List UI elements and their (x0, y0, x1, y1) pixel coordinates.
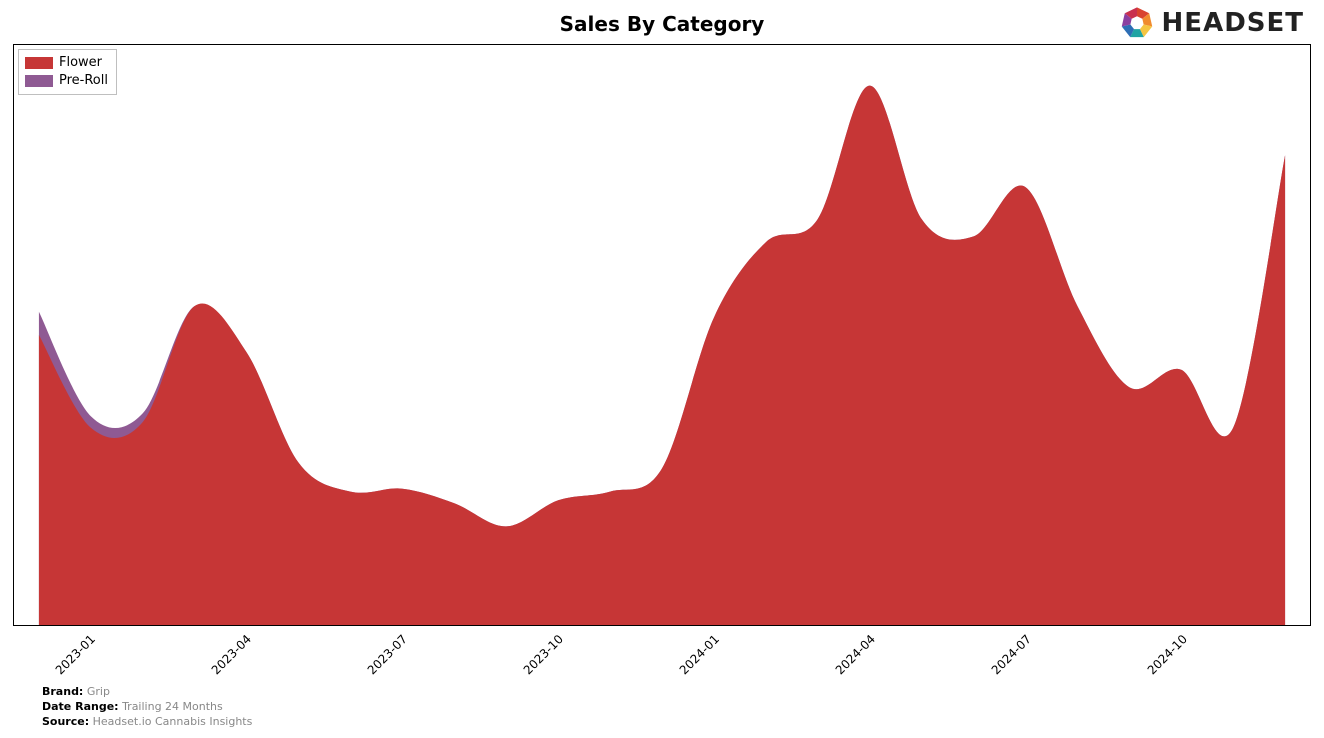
legend-item-pre-roll: Pre-Roll (25, 72, 108, 90)
headset-logo-mark (1120, 6, 1154, 40)
footer-brand: Brand: Grip (42, 684, 252, 699)
x-tick-label: 2024-10 (1145, 632, 1190, 677)
x-tick-label: 2024-01 (677, 632, 722, 677)
x-tick-label: 2024-07 (989, 632, 1034, 677)
x-tick-label: 2023-04 (209, 632, 254, 677)
x-tick-label: 2023-07 (365, 632, 410, 677)
legend-label: Pre-Roll (59, 72, 108, 90)
headset-logo-text: HEADSET (1162, 8, 1304, 38)
footer-source: Source: Headset.io Cannabis Insights (42, 714, 252, 729)
legend-label: Flower (59, 54, 102, 72)
x-tick-label: 2023-01 (53, 632, 98, 677)
area-chart-svg (14, 45, 1310, 625)
headset-logo: HEADSET (1120, 6, 1304, 40)
chart-container: Sales By Category HEADSET FlowerPre-Roll… (0, 0, 1324, 738)
footer-date-range: Date Range: Trailing 24 Months (42, 699, 252, 714)
plot-frame: FlowerPre-Roll (13, 44, 1311, 626)
legend-item-flower: Flower (25, 54, 108, 72)
x-tick-label: 2024-04 (833, 632, 878, 677)
x-axis-ticks: 2023-01 2023-04 2023-07 2023-10 2024-01 2024-… (13, 626, 1311, 686)
x-tick-label: 2023-10 (521, 632, 566, 677)
legend-swatch (25, 57, 53, 69)
chart-footer: Brand: Grip Date Range: Trailing 24 Mont… (42, 684, 252, 729)
legend-swatch (25, 75, 53, 87)
area-series-flower (39, 86, 1285, 625)
legend: FlowerPre-Roll (18, 49, 117, 95)
